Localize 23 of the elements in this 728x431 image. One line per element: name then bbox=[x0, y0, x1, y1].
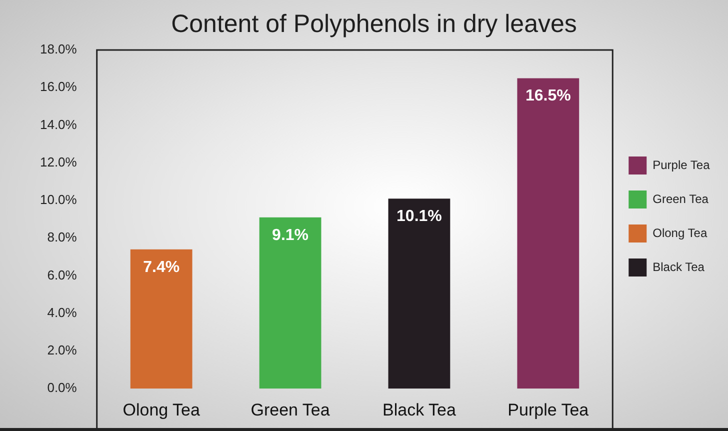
y-tick-label: 10.0% bbox=[40, 192, 78, 208]
y-tick-label: 18.0% bbox=[40, 42, 78, 57]
legend-label: Olong Tea bbox=[652, 226, 708, 240]
legend-label: Purple Tea bbox=[652, 158, 710, 172]
y-tick-label: 8.0% bbox=[47, 230, 78, 245]
data-label: 9.1% bbox=[272, 226, 309, 244]
y-tick-label: 12.0% bbox=[40, 154, 78, 170]
x-tick-label: Olong Tea bbox=[122, 400, 200, 420]
data-label: 10.1% bbox=[396, 208, 442, 226]
data-label: 16.5% bbox=[525, 88, 571, 105]
y-tick-label: 16.0% bbox=[40, 79, 78, 94]
x-tick-label: Black Tea bbox=[382, 400, 456, 420]
y-tick-label: 2.0% bbox=[47, 342, 78, 358]
data-label: 7.4% bbox=[143, 258, 180, 276]
y-tick-label: 6.0% bbox=[47, 267, 78, 282]
y-tick-label: 0.0% bbox=[47, 380, 78, 396]
legend-label: Black Tea bbox=[652, 260, 705, 274]
x-tick-label: Green Tea bbox=[250, 400, 330, 420]
y-tick-label: 14.0% bbox=[40, 116, 78, 132]
x-tick-label: Purple Tea bbox=[508, 400, 590, 420]
legend-label: Green Tea bbox=[652, 192, 709, 206]
chart-title: Content of Polyphenols in dry leaves bbox=[171, 10, 577, 38]
y-tick-label: 4.0% bbox=[47, 304, 78, 320]
